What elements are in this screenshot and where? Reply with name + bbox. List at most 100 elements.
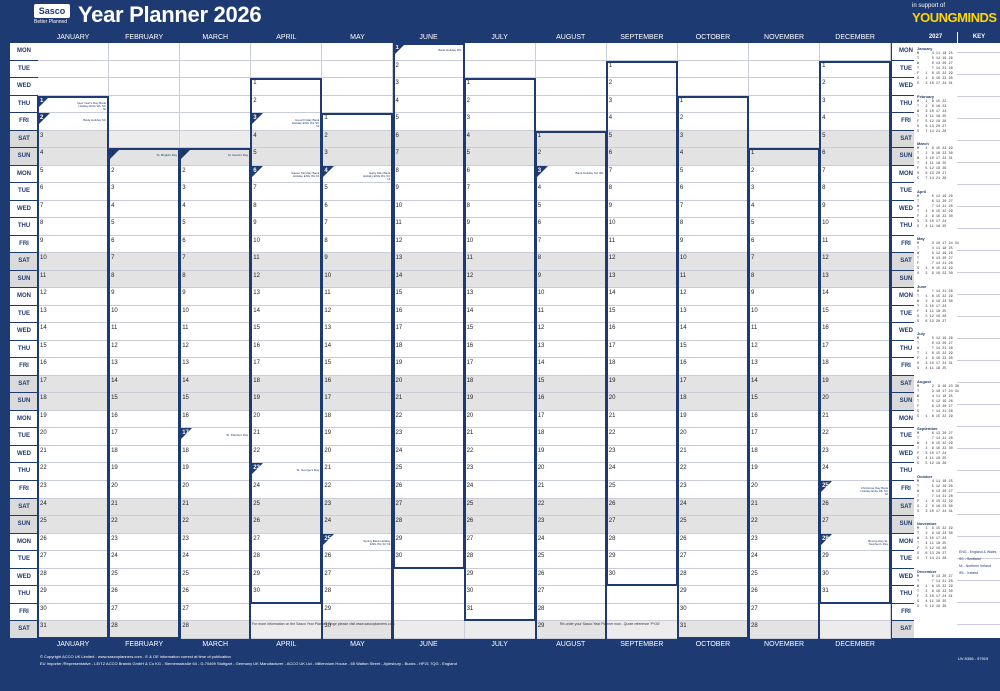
day-cell[interactable]: 23 [109,533,181,552]
day-cell[interactable]: 30 [820,568,892,587]
day-cell[interactable]: 2 [535,148,607,166]
day-cell[interactable]: 4 [820,113,892,131]
day-cell[interactable]: 11 [535,305,607,324]
day-cell[interactable]: 5 [322,183,394,201]
day-cell[interactable]: 14 [820,288,892,306]
day-cell[interactable]: 12 [535,323,607,341]
day-cell[interactable]: 19 [677,410,749,429]
day-cell[interactable]: 21 [109,498,181,517]
day-cell[interactable]: 11 [180,323,252,341]
day-cell[interactable]: 9 [535,270,607,289]
day-cell[interactable]: 21 [749,498,820,517]
day-cell[interactable]: 25 [535,551,607,569]
day-cell[interactable]: 19 [38,410,109,429]
day-cell[interactable]: 20 [322,445,394,464]
day-cell[interactable]: 27 [322,568,394,587]
day-cell[interactable]: 5 [820,130,892,149]
day-cell[interactable]: 10 [251,235,323,254]
day-cell[interactable]: 29 [393,533,465,552]
day-cell[interactable]: 5 [606,130,678,149]
day-cell[interactable]: 12 [251,270,323,289]
day-cell[interactable]: 11 [251,253,323,271]
day-cell[interactable]: 29 [464,568,536,587]
day-cell[interactable]: 8 [606,183,678,201]
day-cell[interactable]: 21 [251,428,323,446]
day-cell[interactable]: 11 [322,288,394,306]
day-cell[interactable]: 22 [749,516,820,534]
day-cell[interactable]: 7 [322,218,394,236]
day-cell[interactable]: 4 [393,95,465,114]
day-cell[interactable]: 8 [38,218,109,236]
day-cell[interactable]: 18 [251,375,323,394]
day-cell[interactable]: 15 [464,323,536,341]
day-cell[interactable]: 20 [109,481,181,499]
day-cell[interactable]: 15 [251,323,323,341]
day-cell[interactable]: 24 [109,551,181,569]
day-cell[interactable]: 28 [393,516,465,534]
day-cell[interactable]: 14 [38,323,109,341]
day-cell[interactable]: 10 [820,218,892,236]
day-cell[interactable]: 3 [322,148,394,166]
day-cell[interactable]: 26 [535,568,607,587]
day-cell[interactable]: 25 [749,568,820,587]
day-cell[interactable]: St. George's Day 23 [251,463,323,481]
day-cell[interactable]: 12 [38,288,109,306]
day-cell[interactable]: 28 [322,586,394,604]
day-cell[interactable]: 17 [109,428,181,446]
day-cell[interactable]: 7 [251,183,323,201]
day-cell[interactable]: 4 [38,148,109,166]
day-cell[interactable]: 19 [606,375,678,394]
day-cell[interactable]: 17 [606,340,678,359]
day-cell[interactable]: 30 [393,551,465,569]
day-cell[interactable]: 18 [606,358,678,376]
day-cell[interactable]: 25 [464,498,536,517]
day-cell[interactable]: 28 [535,603,607,622]
day-cell[interactable]: 28 [38,568,109,587]
day-cell[interactable]: 5 [749,218,820,236]
day-cell[interactable]: 27 [677,551,749,569]
day-cell[interactable]: 23 [464,463,536,481]
day-cell[interactable]: 9 [464,218,536,236]
day-cell[interactable]: 13 [535,340,607,359]
day-cell[interactable]: 24 [464,481,536,499]
day-cell[interactable]: 20 [749,481,820,499]
day-cell[interactable]: 5 [393,113,465,131]
day-cell[interactable]: 8 [749,270,820,289]
day-cell[interactable]: 8 [393,165,465,184]
day-cell[interactable]: Bank Holiday SC 2 [38,113,109,131]
day-cell[interactable]: 28 [677,568,749,587]
day-cell[interactable]: 1 [749,148,820,166]
day-cell[interactable]: 25 [677,516,749,534]
day-cell[interactable]: 14 [677,323,749,341]
day-cell[interactable]: 23 [820,445,892,464]
day-cell[interactable]: 25 [180,568,252,587]
day-cell[interactable]: 14 [322,340,394,359]
day-cell[interactable]: 7 [393,148,465,166]
day-cell[interactable]: 15 [38,340,109,359]
day-cell[interactable]: 6 [180,235,252,254]
day-cell[interactable]: Easter Monday Bank Holiday ENG WL NI 6 [251,165,323,184]
day-cell[interactable]: 6 [535,218,607,236]
day-cell[interactable]: 22 [677,463,749,481]
day-cell[interactable]: 14 [535,358,607,376]
day-cell[interactable]: 10 [322,270,394,289]
day-cell[interactable]: 7 [606,165,678,184]
day-cell[interactable]: 1 [606,60,678,79]
day-cell[interactable]: 23 [677,481,749,499]
day-cell[interactable]: 12 [820,253,892,271]
day-cell[interactable]: 12 [322,305,394,324]
day-cell[interactable]: 29 [251,568,323,587]
day-cell[interactable]: 14 [109,375,181,394]
day-cell[interactable]: 27 [38,551,109,569]
day-cell[interactable]: 19 [820,375,892,394]
day-cell[interactable]: 28 [251,551,323,569]
day-cell[interactable]: 9 [606,200,678,219]
day-cell[interactable]: 29 [38,586,109,604]
day-cell[interactable]: 14 [180,375,252,394]
day-cell[interactable]: 9 [393,183,465,201]
day-cell[interactable]: 13 [606,270,678,289]
day-cell[interactable]: 18 [180,445,252,464]
day-cell[interactable]: 4 [180,200,252,219]
day-cell[interactable]: 7 [820,165,892,184]
day-cell[interactable]: 4 [677,148,749,166]
